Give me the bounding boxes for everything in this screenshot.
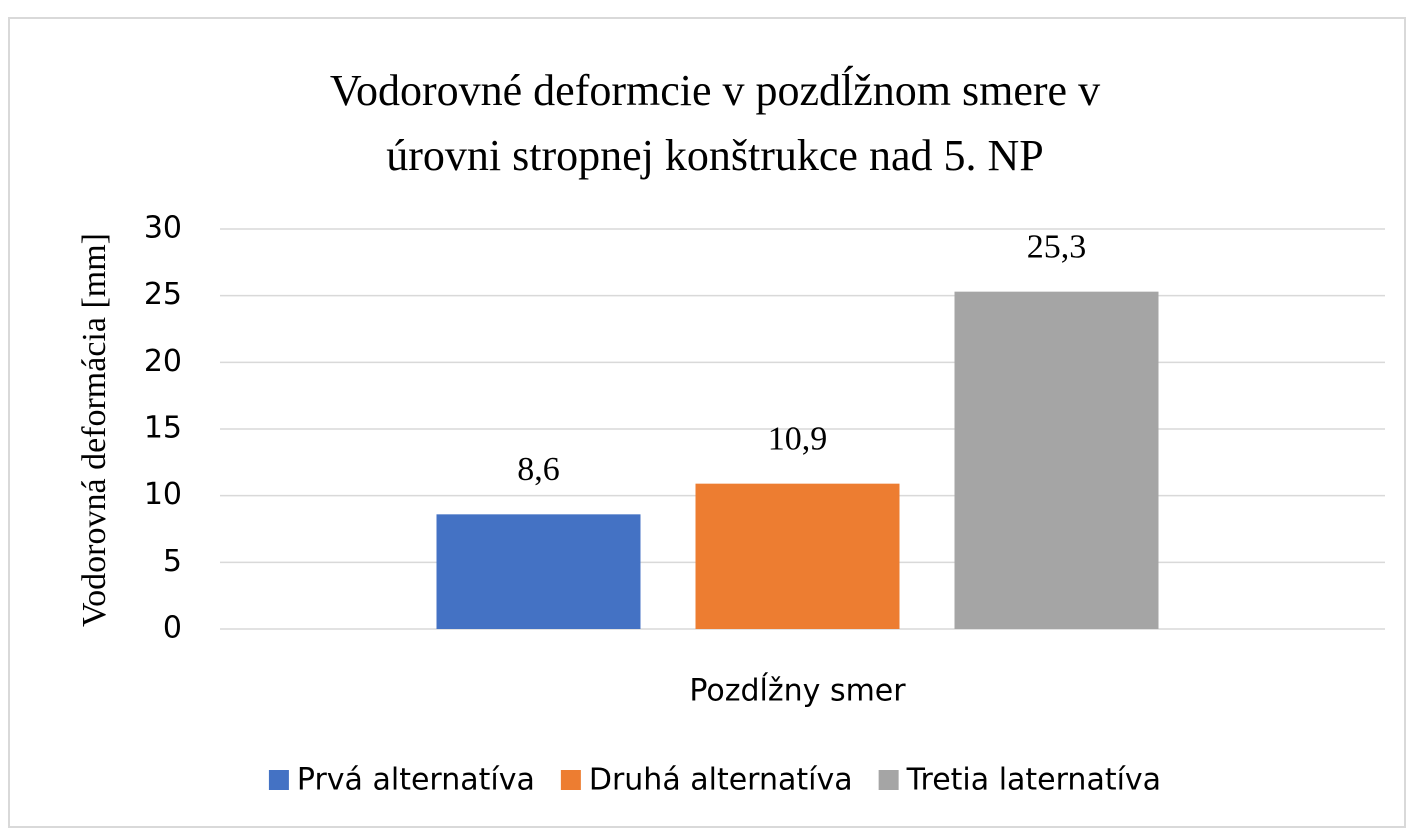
data-label: 10,9: [768, 420, 828, 457]
chart-border: [8, 17, 1406, 828]
y-axis-label: Vodorovná deformácia [mm]: [76, 233, 113, 627]
legend-label: Tretia laternatíva: [906, 763, 1161, 798]
bar: [436, 514, 641, 629]
y-tick-label: 30: [144, 211, 182, 246]
x-tick-label: Pozdĺžny smer: [689, 673, 906, 709]
y-tick-label: 0: [163, 611, 182, 646]
legend-label: Prvá alternatíva: [297, 763, 535, 798]
chart-title: úrovni stropnej konštrukce nad 5. NP: [386, 131, 1043, 180]
y-tick-label: 25: [144, 277, 182, 312]
data-label: 8,6: [517, 451, 560, 488]
legend-swatch: [268, 770, 289, 790]
legend-label: Druhá alternatíva: [589, 763, 853, 798]
y-tick-label: 5: [163, 544, 182, 579]
data-label: 25,3: [1027, 228, 1087, 265]
y-tick-label: 20: [144, 344, 182, 379]
chart-title: Vodorovné deformcie v pozdĺžnom smere v: [330, 66, 1100, 115]
legend-swatch: [878, 770, 899, 790]
y-tick-label: 15: [144, 411, 182, 446]
y-tick-label: 10: [144, 477, 182, 512]
legend-swatch: [560, 770, 581, 790]
bar: [695, 483, 900, 629]
bar: [954, 291, 1159, 629]
